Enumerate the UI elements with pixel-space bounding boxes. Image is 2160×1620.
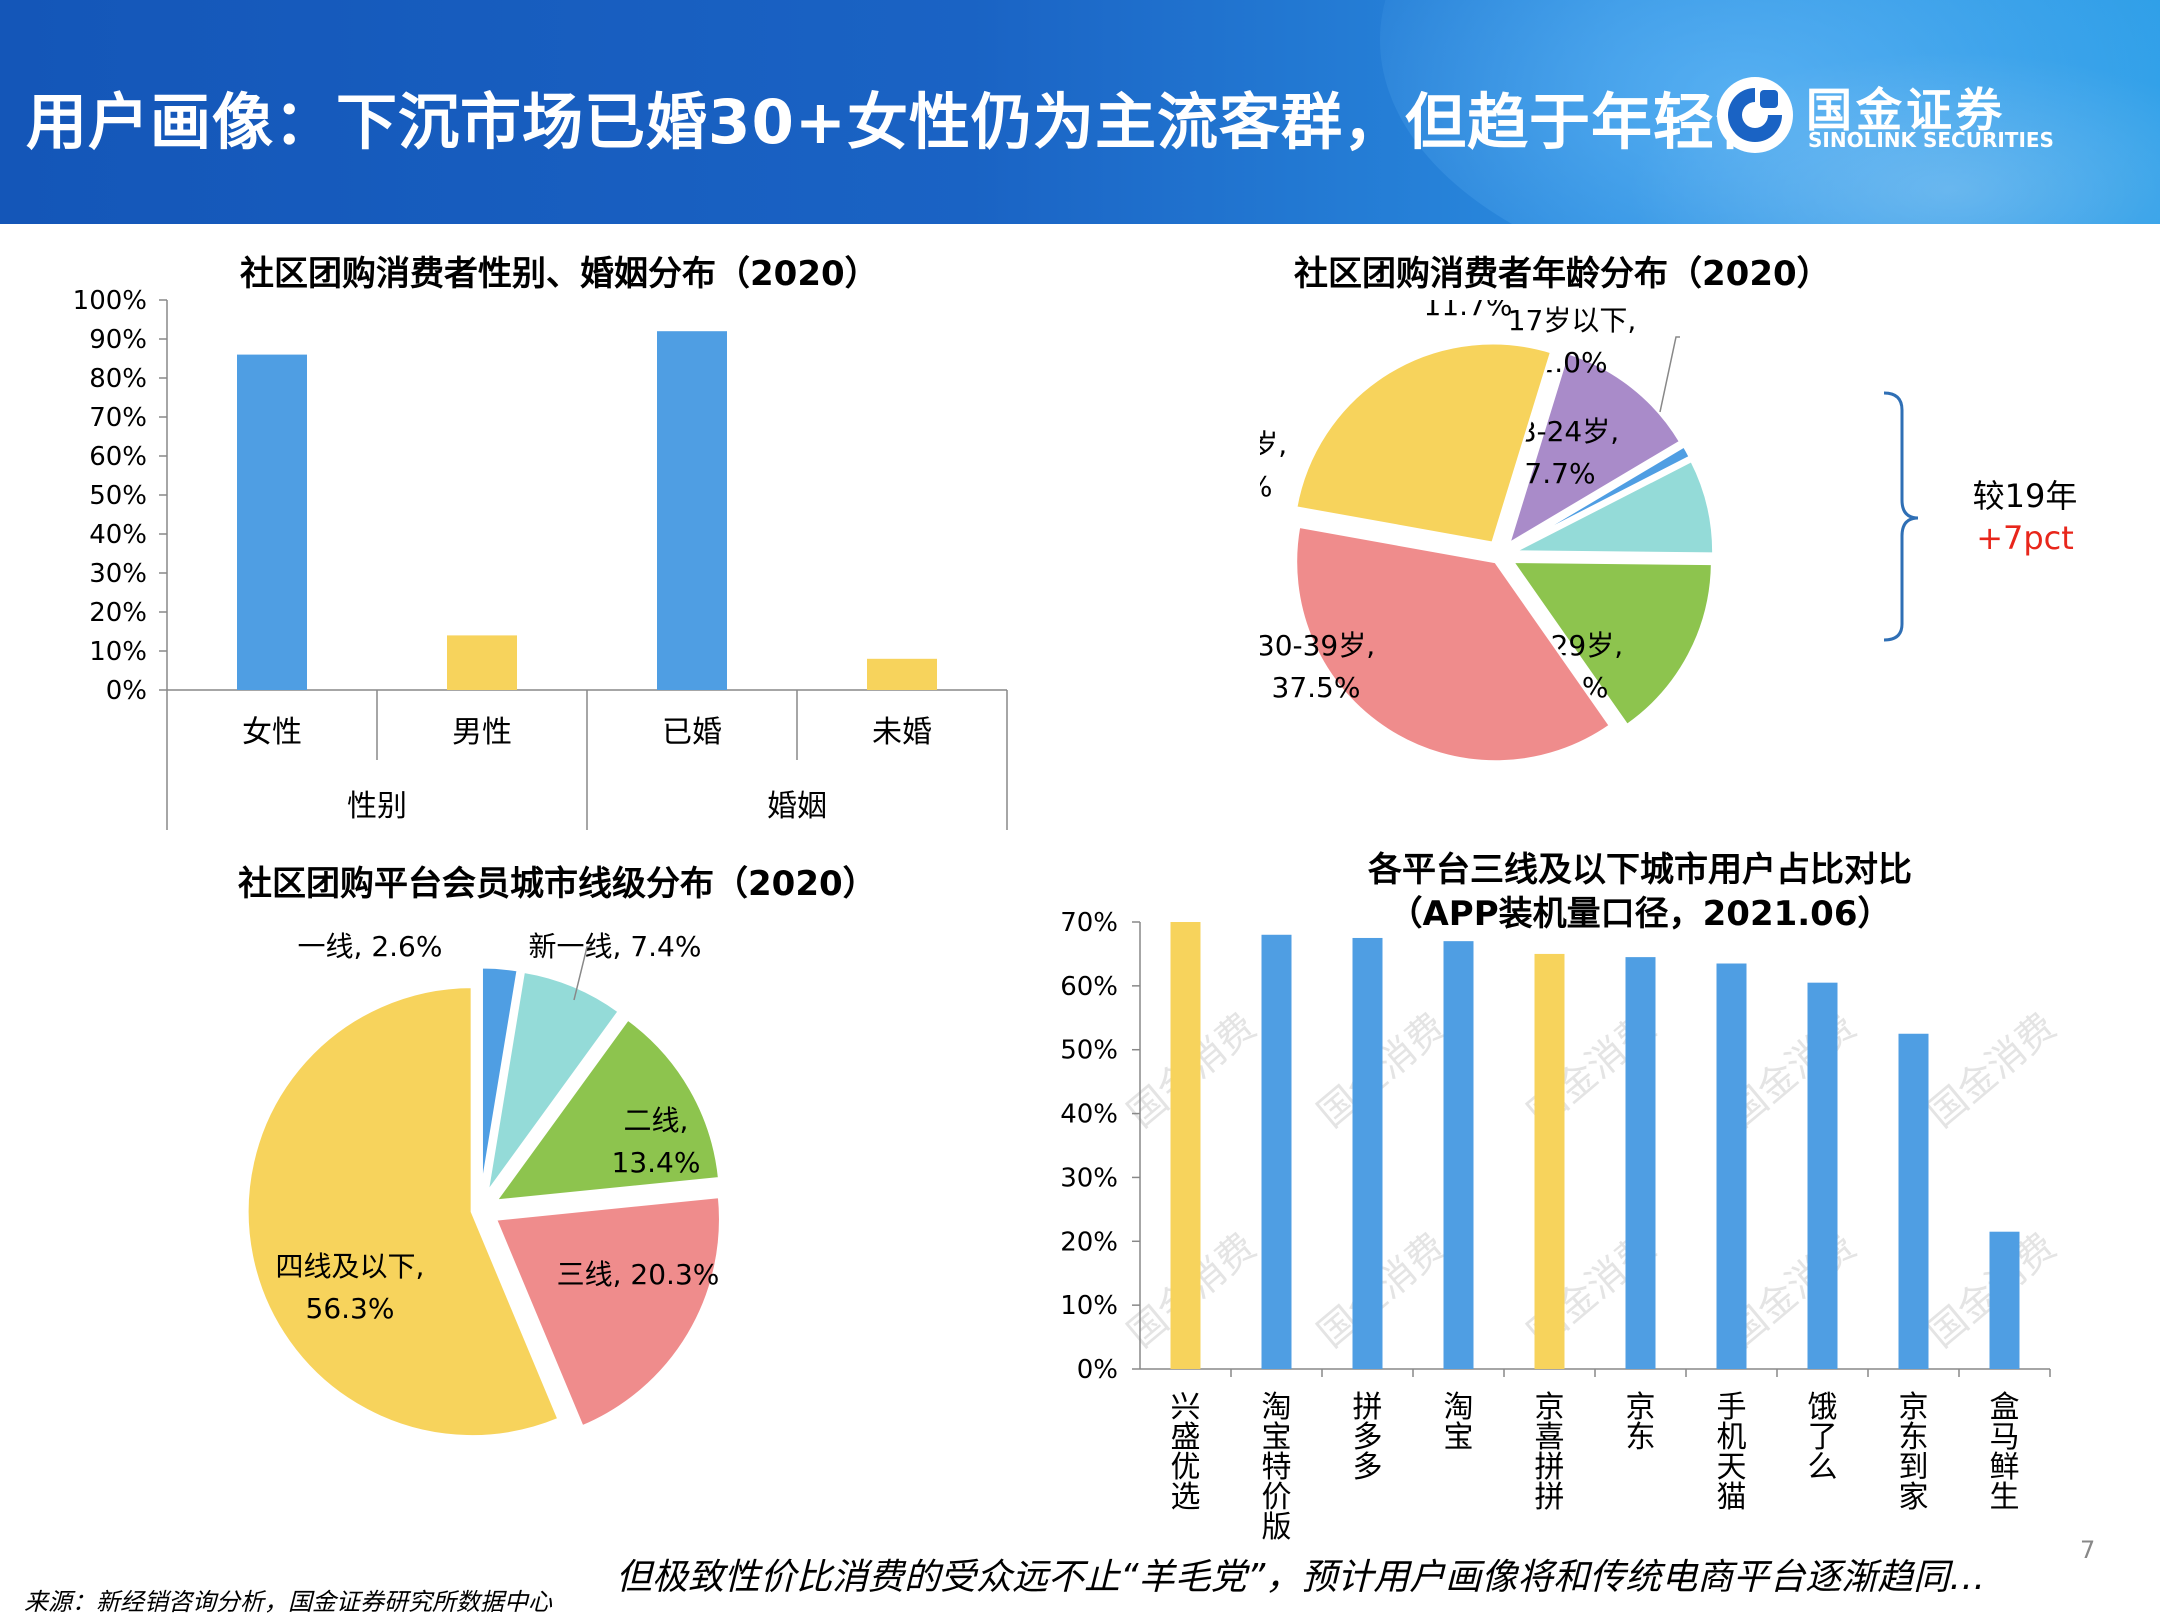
city-tier-pie-chart: 一线, 2.6% 新一线, 7.4% 二线, 13.4% 三线, 20.3% 四线及以下,…	[245, 930, 722, 1439]
slice-label: 一线, 2.6%	[298, 930, 443, 963]
y-tick-label: 40%	[89, 520, 147, 550]
y-tick-label: 30%	[89, 559, 147, 589]
bar-拼多多	[1352, 937, 1383, 1369]
y-tick-label: 60%	[89, 442, 147, 472]
x-category-label: 京喜拼拼	[1535, 1390, 1565, 1515]
bar-女性	[237, 354, 307, 690]
x-group-label: 性别	[347, 789, 407, 824]
y-tick-label: 70%	[1060, 908, 1118, 938]
slice-value: 37.5%	[1272, 671, 1361, 704]
y-tick-label: 0%	[1077, 1355, 1118, 1385]
bar-京东到家	[1898, 1033, 1929, 1369]
annotation-change: +7pct	[1976, 519, 2074, 557]
chart2-title: 社区团购消费者年龄分布（2020）	[1294, 254, 1831, 294]
chart3-title: 社区团购平台会员城市线级分布（2020）	[238, 864, 877, 904]
x-category-label: 兴盛优选	[1171, 1390, 1201, 1515]
pie-slice	[245, 985, 561, 1439]
y-tick-label: 90%	[89, 325, 147, 355]
chart4-title: 各平台三线及以下城市用户占比对比	[1368, 850, 1912, 890]
slice-label: 17岁以下,	[1508, 304, 1637, 337]
bar-淘宝	[1443, 941, 1474, 1369]
slice-value: 11.7%	[1424, 300, 1513, 322]
x-category-label: 女性	[242, 715, 302, 750]
y-tick-label: 70%	[89, 403, 147, 433]
y-tick-label: 100%	[73, 286, 147, 316]
pie-slice-50岁以上	[1506, 350, 1683, 548]
slice-label: 新一线, 7.4%	[529, 930, 702, 963]
slice-label: 三线, 20.3%	[557, 1258, 720, 1291]
logo-text-cn: 国金证券	[1806, 83, 2006, 137]
chart1-title: 社区团购消费者性别、婚姻分布（2020）	[240, 254, 879, 294]
platform-bar-chart: 国金消费国金消费国金消费国金消费国金消费国金消费国金消费国金消费国金消费国金消费…	[1060, 908, 2064, 1540]
bar-兴盛优选	[1170, 922, 1201, 1369]
x-category-label: 京东到家	[1899, 1390, 1929, 1515]
y-tick-label: 10%	[1060, 1291, 1118, 1321]
age-pie-chart: 50岁以上,11.7%17岁以下,1.0%18-24岁,7.7%25-29岁,1…	[1260, 300, 2078, 764]
slice-value: 13.4%	[612, 1146, 701, 1179]
y-tick-label: 0%	[106, 676, 147, 706]
y-tick-label: 80%	[89, 364, 147, 394]
bar-淘宝特价版	[1261, 934, 1292, 1369]
slice-label: 30-39岁,	[1260, 629, 1375, 662]
y-tick-label: 50%	[1060, 1036, 1118, 1066]
bar-已婚	[657, 331, 727, 690]
y-tick-label: 20%	[1060, 1227, 1118, 1257]
chart4-subtitle: （APP装机量口径，2021.06）	[1388, 894, 1892, 934]
bar-盒马鲜生	[1989, 1231, 2020, 1369]
x-category-label: 拼多多	[1353, 1390, 1383, 1485]
pie-slice-25-29岁	[1509, 560, 1714, 728]
bar-京东	[1625, 957, 1656, 1369]
header-banner: 用户画像：下沉市场已婚30+女性仍为主流客群，但趋于年轻化 国金证券 SINOL…	[0, 0, 2160, 224]
bar-未婚	[867, 658, 937, 690]
leader-line	[573, 946, 592, 1001]
pie-slice-18-24岁	[1512, 458, 1716, 556]
watermark: 国金消费	[1919, 1004, 2064, 1135]
x-category-label: 未婚	[872, 715, 932, 750]
page-number: 7	[2080, 1536, 2096, 1564]
page-title: 用户画像：下沉市场已婚30+女性仍为主流客群，但趋于年轻化	[26, 87, 1778, 158]
x-category-label: 男性	[452, 715, 512, 750]
x-category-label: 淘宝特价版	[1262, 1390, 1292, 1540]
y-tick-label: 60%	[1060, 972, 1118, 1002]
slice-label: 四线及以下,	[276, 1250, 425, 1283]
x-group-label: 婚姻	[767, 789, 827, 824]
x-category-label: 手机天猫	[1717, 1390, 1747, 1515]
bracket	[1883, 391, 1919, 642]
bar-男性	[447, 635, 517, 690]
bar-京喜拼拼	[1534, 953, 1565, 1369]
sinolink-logo: 国金证券 SINOLINK SECURITIES	[1710, 70, 2110, 160]
sinolink-logo-icon	[1717, 77, 1793, 153]
source-note: 来源：新经销咨询分析，国金证券研究所数据中心	[24, 1588, 552, 1616]
y-tick-label: 20%	[89, 598, 147, 628]
bar-饿了么	[1807, 982, 1838, 1369]
annotation-label: 较19年	[1973, 477, 2078, 515]
pie-slice-40-49岁	[1294, 341, 1554, 545]
slice-value: 26.9%	[1260, 470, 1272, 503]
bar-手机天猫	[1716, 963, 1747, 1369]
x-category-label: 京东	[1626, 1390, 1656, 1455]
pie-slice	[485, 969, 622, 1195]
pie-slice	[492, 1016, 722, 1203]
slice-label: 二线,	[624, 1104, 689, 1137]
y-tick-label: 40%	[1060, 1100, 1118, 1130]
logo-text-en: SINOLINK SECURITIES	[1808, 128, 2054, 152]
y-tick-label: 50%	[89, 481, 147, 511]
y-tick-label: 30%	[1060, 1163, 1118, 1193]
x-category-label: 饿了么	[1808, 1390, 1838, 1485]
x-category-label: 已婚	[662, 715, 722, 750]
y-tick-label: 10%	[89, 637, 147, 667]
pie-slice-30-39岁	[1294, 524, 1613, 764]
gender-marriage-bar-chart: 0% 10% 20% 30% 40% 50% 60% 70% 80% 90% 100% 女性 男性 已婚 未…	[73, 286, 1008, 830]
slice-label: 40-49岁,	[1260, 428, 1287, 461]
pie-slice	[479, 965, 520, 1193]
x-category-label: 淘宝	[1444, 1390, 1474, 1455]
pie-slice-17岁以下	[1511, 443, 1693, 550]
slice-value: 7.7%	[1524, 457, 1595, 490]
slice-value: 56.3%	[306, 1292, 395, 1325]
pie-slice	[493, 1194, 722, 1429]
x-category-label: 盒马鲜生	[1990, 1390, 2020, 1515]
leader-line	[1659, 336, 1680, 413]
footer-note: 但极致性价比消费的受众远不止“羊毛党”，预计用户画像将和传统电商平台逐渐趋同…	[616, 1557, 1986, 1598]
